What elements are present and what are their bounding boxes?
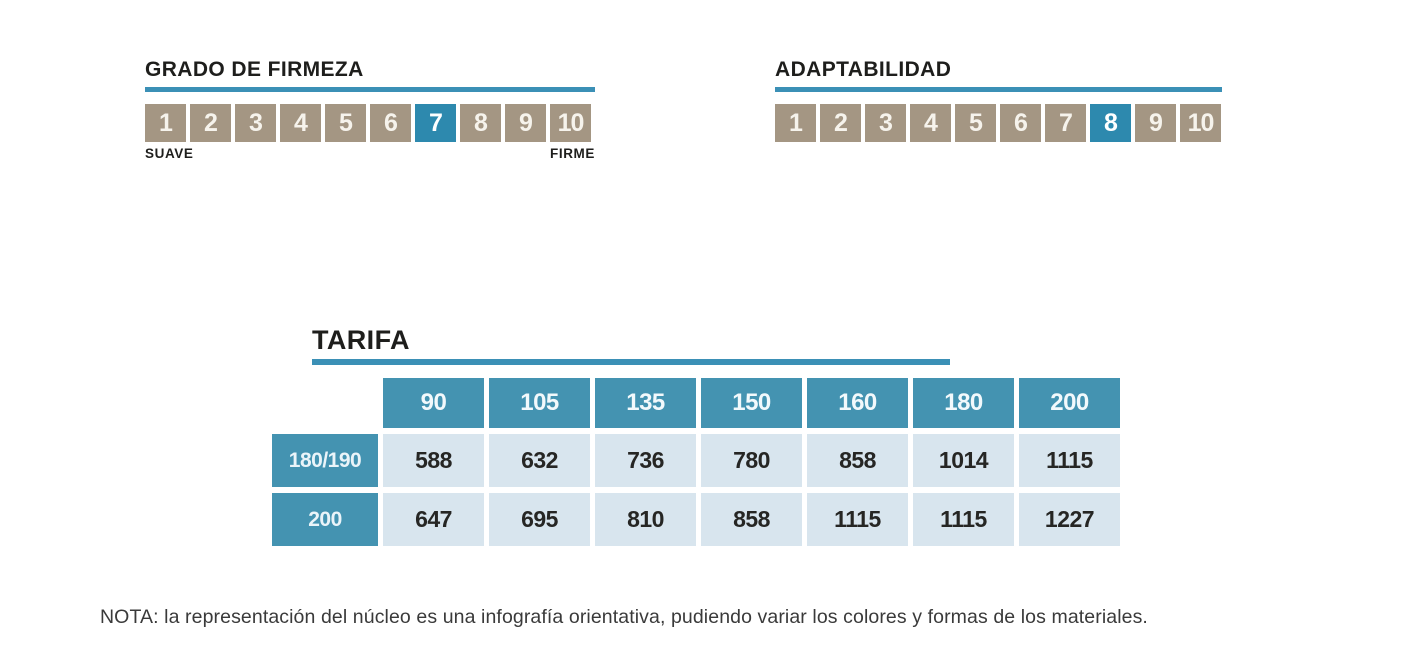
adaptability-scale: ADAPTABILIDAD 1 2 3 4 5 6 7 8 9 10 xyxy=(775,58,1222,163)
scale-box: 5 xyxy=(955,104,996,142)
scale-box: 2 xyxy=(820,104,861,142)
firmness-title-underline xyxy=(145,87,595,92)
table-row-label: 200 xyxy=(272,493,378,546)
table-corner-cell xyxy=(272,378,378,428)
table-value-cell: 1227 xyxy=(1019,493,1120,546)
table-value-cell: 1014 xyxy=(913,434,1014,487)
note-text: NOTA: la representación del núcleo es un… xyxy=(100,606,1148,628)
adaptability-title-underline xyxy=(775,87,1222,92)
scale-box: 7 xyxy=(1045,104,1086,142)
tarifa-section-header: TARIFA xyxy=(312,325,950,367)
scale-box: 4 xyxy=(910,104,951,142)
scale-box: 3 xyxy=(235,104,276,142)
scale-box: 9 xyxy=(505,104,546,142)
table-column-header: 135 xyxy=(595,378,696,428)
table-value-cell: 810 xyxy=(595,493,696,546)
scale-box: 8 xyxy=(460,104,501,142)
table-column-header: 105 xyxy=(489,378,590,428)
scale-box: 6 xyxy=(1000,104,1041,142)
scale-box: 4 xyxy=(280,104,321,142)
table-row-label: 180/190 xyxy=(272,434,378,487)
tarifa-title-underline xyxy=(312,359,950,365)
scale-box: 10 xyxy=(550,104,591,142)
tarifa-title: TARIFA xyxy=(312,325,410,355)
firmness-scale-title: GRADO DE FIRMEZA xyxy=(145,58,364,81)
table-value-cell: 1115 xyxy=(1019,434,1120,487)
scale-box: 2 xyxy=(190,104,231,142)
scale-box: 1 xyxy=(145,104,186,142)
scale-box: 3 xyxy=(865,104,906,142)
table-value-cell: 736 xyxy=(595,434,696,487)
table-column-header: 90 xyxy=(383,378,484,428)
table-value-cell: 695 xyxy=(489,493,590,546)
table-value-cell: 780 xyxy=(701,434,802,487)
price-table: 90 105 135 150 160 180 200 180/190 588 632 736 780 8… xyxy=(272,378,1120,546)
firmness-scale-endlabels: SUAVE FIRME xyxy=(145,146,595,161)
table-column-header: 200 xyxy=(1019,378,1120,428)
scale-box: 10 xyxy=(1180,104,1221,142)
firmness-scale: GRADO DE FIRMEZA 1 2 3 4 5 6 7 8 9 10 SUAVE FIRME xyxy=(145,58,595,163)
table-value-cell: 858 xyxy=(701,493,802,546)
table-value-cell: 1115 xyxy=(913,493,1014,546)
table-value-cell: 632 xyxy=(489,434,590,487)
adaptability-scale-boxes: 1 2 3 4 5 6 7 8 9 10 xyxy=(775,104,1221,142)
table-column-header: 180 xyxy=(913,378,1014,428)
table-value-cell: 858 xyxy=(807,434,908,487)
table-column-header: 160 xyxy=(807,378,908,428)
scale-box: 5 xyxy=(325,104,366,142)
firmness-max-label: FIRME xyxy=(550,146,595,161)
adaptability-scale-title: ADAPTABILIDAD xyxy=(775,58,952,81)
table-column-header: 150 xyxy=(701,378,802,428)
firmness-min-label: SUAVE xyxy=(145,146,194,161)
firmness-scale-boxes: 1 2 3 4 5 6 7 8 9 10 xyxy=(145,104,591,142)
table-value-cell: 647 xyxy=(383,493,484,546)
table-value-cell: 588 xyxy=(383,434,484,487)
scale-box: 6 xyxy=(370,104,411,142)
table-value-cell: 1115 xyxy=(807,493,908,546)
scale-box-selected: 7 xyxy=(415,104,456,142)
scale-box: 1 xyxy=(775,104,816,142)
scale-box-selected: 8 xyxy=(1090,104,1131,142)
scale-box: 9 xyxy=(1135,104,1176,142)
